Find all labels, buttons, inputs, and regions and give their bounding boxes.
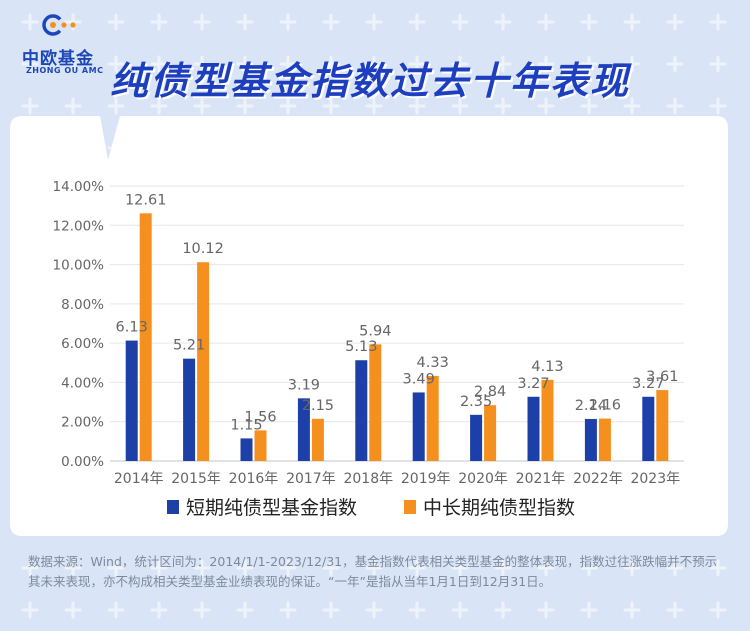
bar-mid-long-term [312,419,324,461]
bar-short-term [528,397,540,461]
bar-mid-long-term [140,213,152,461]
x-tick-label: 2023年 [630,471,680,487]
data-label-mid-long-term: 10.12 [182,241,224,257]
y-tick-label: 8.00% [61,297,104,313]
x-tick-label: 2017年 [286,471,336,487]
bar-mid-long-term [255,430,267,461]
bar-mid-long-term [599,419,611,461]
data-label-short-term: 3.19 [288,377,320,393]
data-label-mid-long-term: 4.33 [417,355,449,371]
x-tick-label: 2018年 [343,471,393,487]
bar-mid-long-term [427,376,439,461]
data-label-short-term: 3.49 [403,371,435,387]
x-tick-label: 2016年 [229,471,279,487]
bar-mid-long-term [656,390,668,461]
bar-short-term [183,359,195,461]
x-tick-label: 2014年 [114,471,164,487]
data-label-short-term: 6.13 [116,320,148,336]
data-label-mid-long-term: 3.61 [646,369,678,385]
bar-short-term [642,397,654,461]
y-tick-label: 2.00% [61,415,104,431]
bar-mid-long-term [484,405,496,461]
x-tick-label: 2022年 [573,471,623,487]
data-label-mid-long-term: 5.94 [359,323,391,339]
bar-short-term [413,392,425,461]
y-tick-label: 4.00% [61,375,104,391]
bar-short-term [355,360,367,461]
data-label-mid-long-term: 12.61 [125,192,167,208]
data-label-short-term: 5.21 [173,338,205,354]
x-tick-label: 2021年 [516,471,566,487]
x-tick-label: 2020年 [458,471,508,487]
bar-short-term [470,415,482,461]
data-label-mid-long-term: 2.15 [302,398,334,414]
legend-swatch-short-term [167,500,179,514]
bar-mid-long-term [369,344,381,461]
data-label-short-term: 5.13 [345,339,377,355]
bar-short-term [126,341,138,461]
legend-label-short-term: 短期纯债型基金指数 [186,497,357,519]
bar-short-term [585,419,597,461]
legend-label-mid-long-term: 中长期纯债型指数 [423,497,575,519]
bar-short-term [241,438,253,461]
data-label-mid-long-term: 1.56 [244,409,276,425]
bar-chart: 0.00% 2.00% 4.00% 6.00% 8.00% 10.00% 12.00% 14.… [0,0,750,631]
data-label-short-term: 3.27 [517,376,549,392]
y-tick-label: 0.00% [61,454,104,470]
y-tick-label: 14.00% [53,179,105,195]
data-source-footnote: 数据来源：Wind，统计区间为：2014/1/1-2023/12/31，基金指数… [28,552,728,592]
y-tick-label: 6.00% [61,336,104,352]
x-tick-label: 2015年 [171,471,221,487]
data-label-mid-long-term: 2.16 [589,398,621,414]
legend-swatch-mid-long-term [404,500,416,514]
y-tick-label: 10.00% [53,258,105,274]
data-label-mid-long-term: 2.84 [474,384,506,400]
x-tick-label: 2019年 [401,471,451,487]
data-label-mid-long-term: 4.13 [531,359,563,375]
y-tick-label: 12.00% [53,218,105,234]
bar-mid-long-term [542,380,554,461]
bar-mid-long-term [197,262,209,461]
